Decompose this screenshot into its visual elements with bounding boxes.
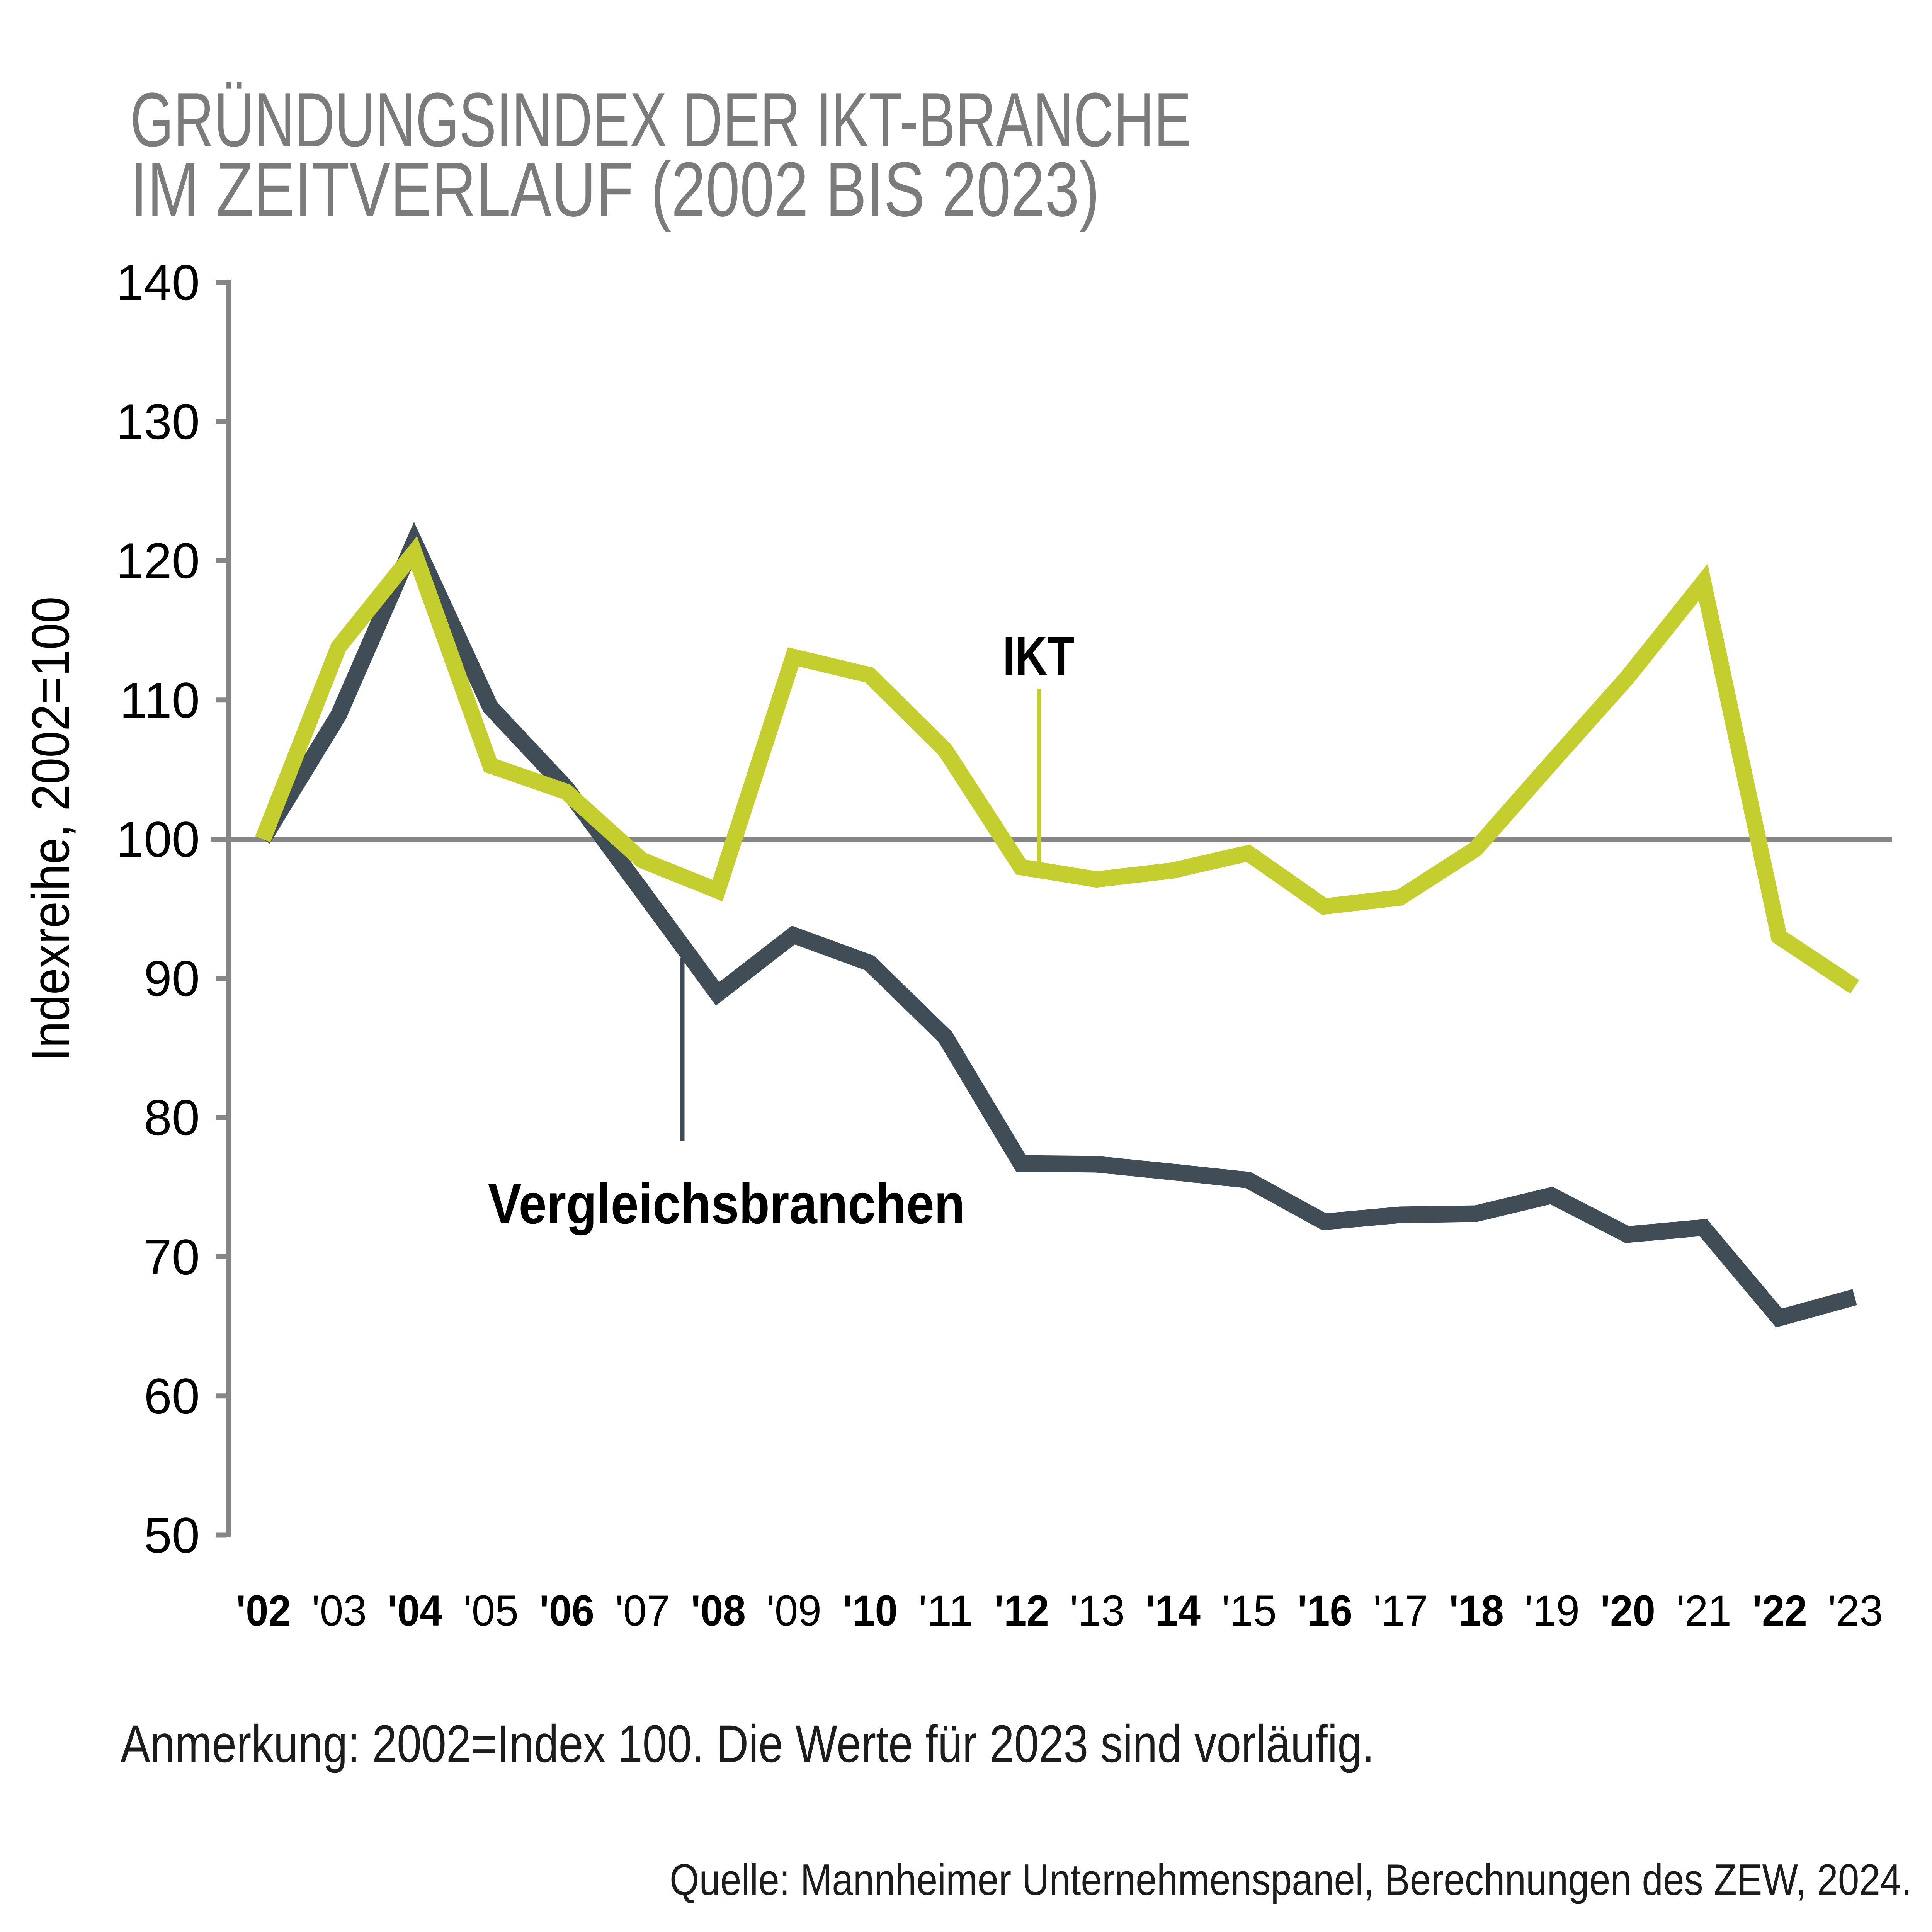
svg-text:120: 120 xyxy=(116,532,200,589)
svg-text:IM ZEITVERLAUF (2002 BIS 2023): IM ZEITVERLAUF (2002 BIS 2023) xyxy=(130,146,1100,233)
svg-text:'11: '11 xyxy=(918,1587,973,1635)
svg-text:IKT: IKT xyxy=(1003,625,1075,687)
svg-text:'03: '03 xyxy=(312,1587,367,1635)
svg-text:'02: '02 xyxy=(236,1587,291,1635)
svg-text:Indexreihe, 2002=100: Indexreihe, 2002=100 xyxy=(21,597,80,1061)
svg-text:'13: '13 xyxy=(1070,1587,1125,1635)
svg-text:'10: '10 xyxy=(843,1587,898,1635)
svg-text:Anmerkung: 2002=Index 100. Die: Anmerkung: 2002=Index 100. Die Werte für… xyxy=(121,1714,1374,1774)
svg-text:GRÜNDUNGSINDEX DER IKT-BRANCHE: GRÜNDUNGSINDEX DER IKT-BRANCHE xyxy=(130,77,1191,163)
svg-text:'07: '07 xyxy=(615,1587,670,1635)
svg-text:'06: '06 xyxy=(539,1587,594,1635)
svg-text:'08: '08 xyxy=(691,1587,746,1635)
svg-text:'04: '04 xyxy=(388,1587,442,1635)
svg-text:'20: '20 xyxy=(1600,1587,1655,1635)
svg-text:50: 50 xyxy=(144,1507,200,1563)
svg-text:'12: '12 xyxy=(994,1587,1049,1635)
svg-text:'19: '19 xyxy=(1525,1587,1580,1635)
svg-text:'09: '09 xyxy=(767,1587,821,1635)
svg-text:'14: '14 xyxy=(1146,1587,1201,1635)
svg-text:'15: '15 xyxy=(1222,1587,1277,1635)
svg-text:60: 60 xyxy=(144,1368,200,1424)
svg-text:90: 90 xyxy=(144,950,200,1007)
svg-text:'16: '16 xyxy=(1298,1587,1352,1635)
svg-text:'17: '17 xyxy=(1373,1587,1428,1635)
svg-text:140: 140 xyxy=(116,254,200,311)
svg-text:'05: '05 xyxy=(464,1587,519,1635)
svg-text:130: 130 xyxy=(116,393,200,450)
svg-text:80: 80 xyxy=(144,1089,200,1146)
svg-text:110: 110 xyxy=(120,672,200,728)
svg-text:Vergleichsbranchen: Vergleichsbranchen xyxy=(488,1172,965,1236)
svg-text:100: 100 xyxy=(116,811,200,867)
svg-text:Quelle: Mannheimer Unternehmen: Quelle: Mannheimer Unternehmenspanel, Be… xyxy=(670,1855,1912,1905)
svg-text:'21: '21 xyxy=(1677,1587,1731,1635)
svg-text:'22: '22 xyxy=(1752,1587,1807,1635)
svg-text:'23: '23 xyxy=(1828,1587,1883,1635)
svg-text:'18: '18 xyxy=(1449,1587,1504,1635)
svg-text:70: 70 xyxy=(144,1229,200,1285)
